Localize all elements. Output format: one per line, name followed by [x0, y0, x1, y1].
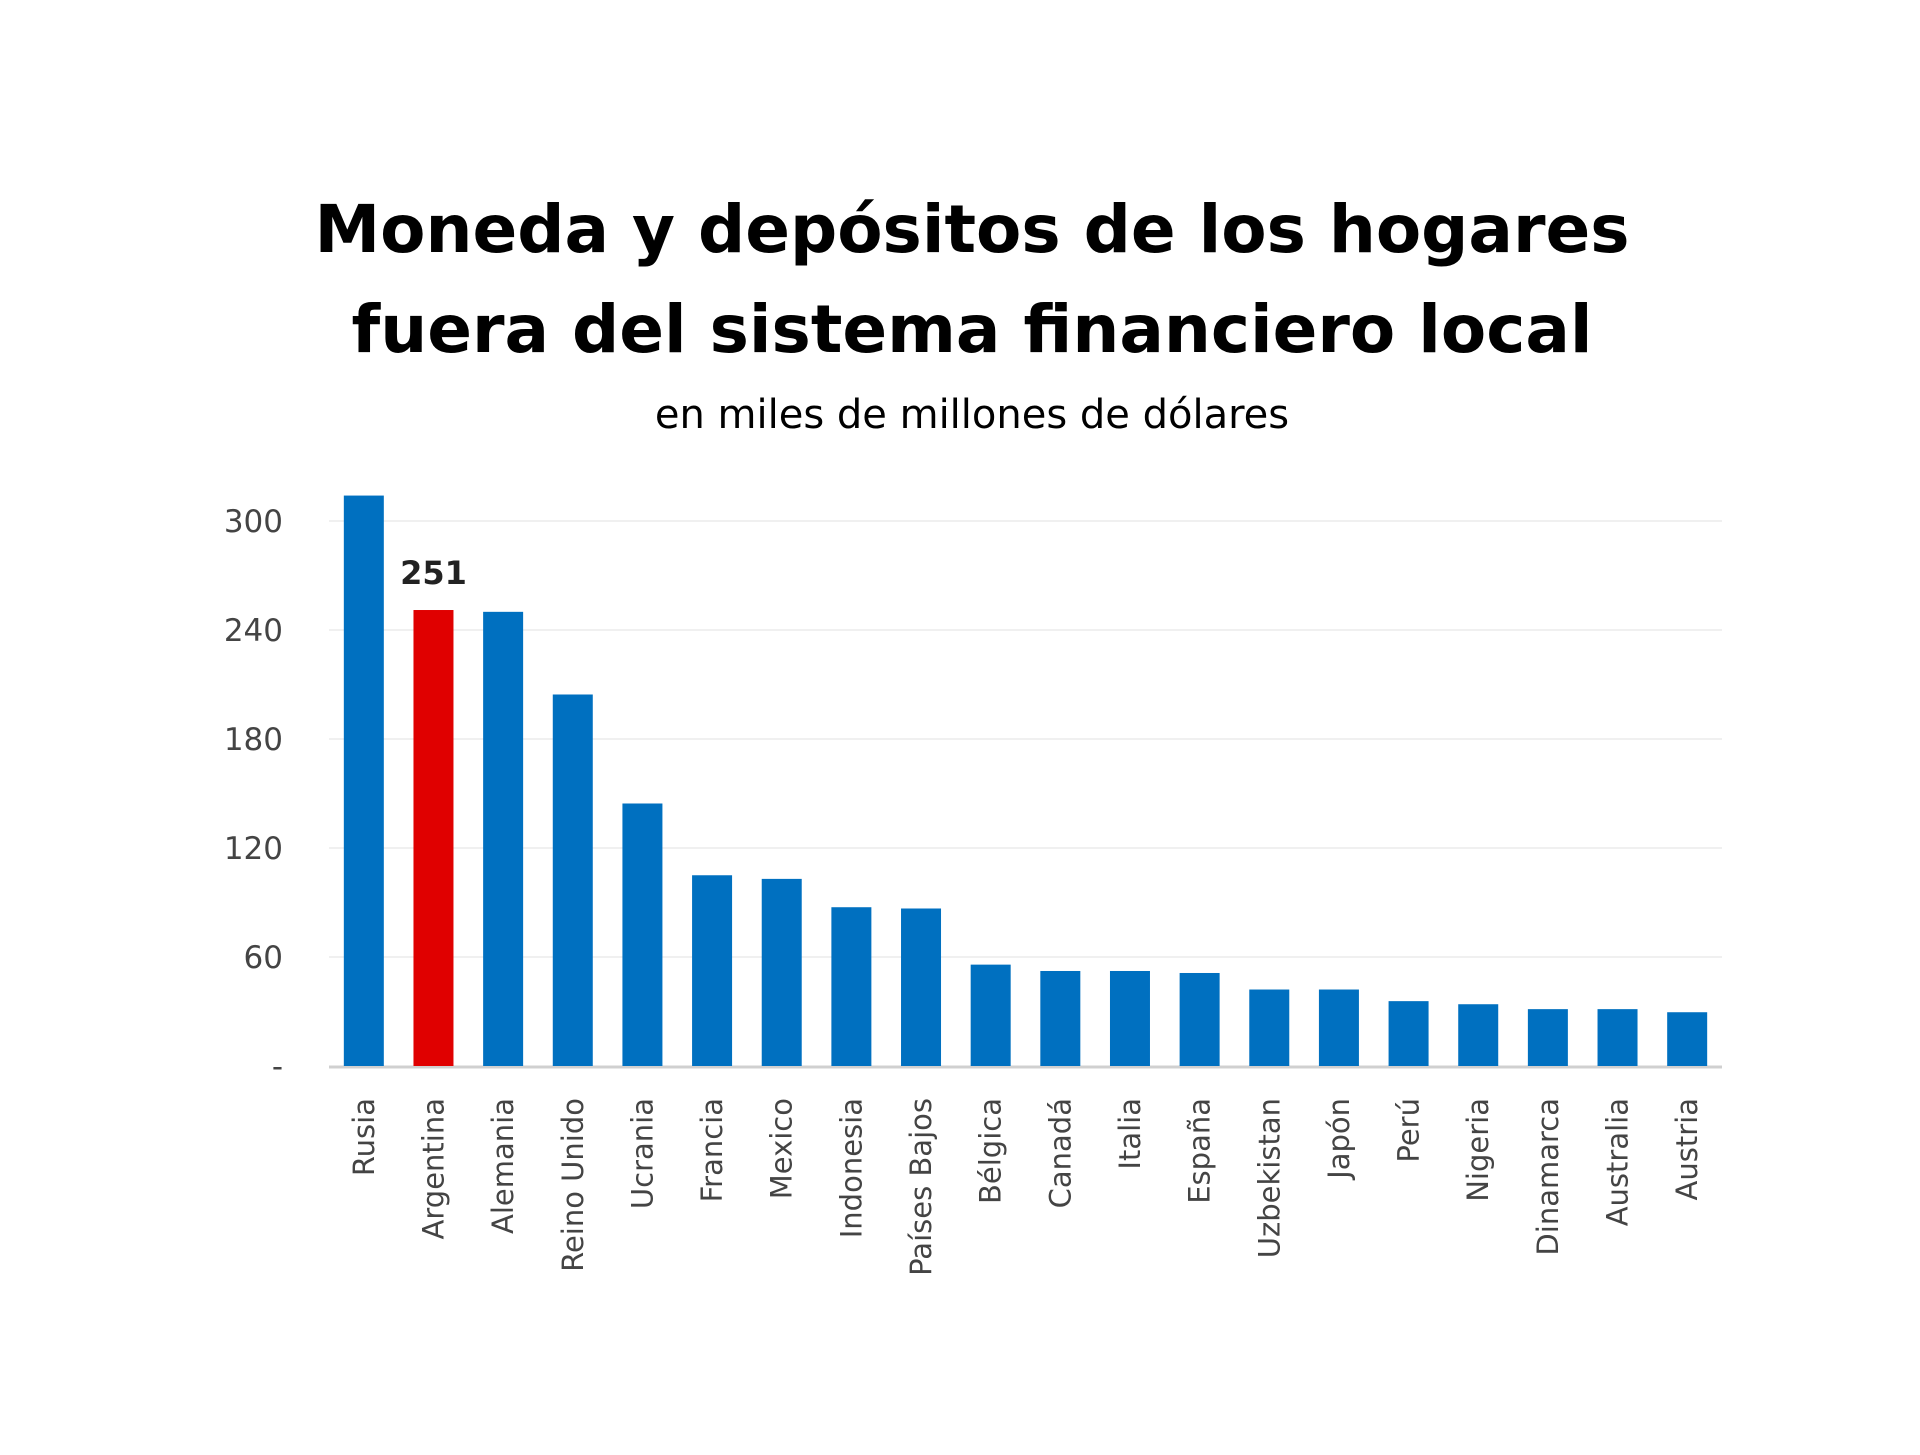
x-tick-label: Países Bajos: [904, 1098, 938, 1276]
bar-dinamarca: [1527, 1009, 1568, 1066]
bar-nigeria: [1458, 1004, 1499, 1066]
x-tick-label: Ucrania: [625, 1098, 659, 1209]
bar-australia: [1597, 1009, 1638, 1066]
chart-title-line-1: Moneda y depósitos de los hogares: [314, 191, 1629, 268]
x-tick-label: Australia: [1601, 1098, 1635, 1226]
y-tick-label: 300: [224, 504, 283, 540]
gridlines: [329, 520, 1722, 1069]
bar-españa: [1179, 972, 1220, 1066]
y-tick-label: 120: [224, 831, 283, 867]
bar-ucrania: [622, 803, 663, 1066]
bar-perú: [1388, 1001, 1429, 1066]
x-tick-label: Argentina: [416, 1098, 450, 1239]
bar-bélgica: [970, 964, 1011, 1066]
chart-subtitle: en miles de millones de dólares: [655, 392, 1289, 438]
x-tick-label: España: [1183, 1098, 1217, 1204]
y-tick-label: 180: [224, 722, 283, 758]
bar-austria: [1667, 1012, 1708, 1066]
x-tick-label: Rusia: [347, 1098, 381, 1176]
x-axis: Rusia Argentina Alemania Reino Unido Ucrania…: [347, 1098, 1704, 1276]
bar-francia: [692, 875, 733, 1066]
x-tick-label: Nigeria: [1461, 1098, 1495, 1202]
y-axis: - 60 120 180 240 300: [224, 504, 283, 1085]
bars: 251: [343, 495, 1708, 1067]
x-tick-label: Perú: [1392, 1098, 1426, 1163]
x-tick-label: Canadá: [1043, 1098, 1077, 1208]
chart-title-line-2: fuera del sistema financiero local: [352, 291, 1593, 368]
y-tick-label: 240: [224, 613, 283, 649]
bar-italia: [1109, 970, 1150, 1066]
bar-alemania: [483, 611, 524, 1066]
x-tick-label: Austria: [1670, 1098, 1704, 1200]
bar-uzbekistan: [1249, 989, 1290, 1066]
y-tick-label: 60: [244, 940, 283, 976]
bar-argentina: [413, 610, 454, 1066]
bar-países-bajos: [901, 908, 942, 1066]
x-tick-label: Mexico: [765, 1098, 799, 1199]
x-tick-label: Reino Unido: [556, 1098, 590, 1272]
bar-rusia: [343, 495, 384, 1067]
bar-canadá: [1040, 970, 1081, 1066]
data-label: 251: [400, 554, 467, 592]
x-tick-label: Italia: [1113, 1098, 1147, 1170]
x-tick-label: Indonesia: [834, 1098, 868, 1238]
x-tick-label: Uzbekistan: [1252, 1098, 1286, 1258]
x-tick-label: Dinamarca: [1531, 1098, 1565, 1256]
x-tick-label: Bélgica: [974, 1098, 1008, 1204]
x-tick-label: Alemania: [486, 1098, 520, 1234]
bar-reino-unido: [552, 694, 593, 1066]
bar-indonesia: [831, 907, 872, 1066]
y-tick-label: -: [272, 1049, 283, 1085]
x-tick-label: Francia: [695, 1098, 729, 1202]
bar-mexico: [761, 878, 802, 1066]
bar-japón: [1318, 989, 1359, 1066]
x-tick-label: Japón: [1322, 1098, 1356, 1181]
